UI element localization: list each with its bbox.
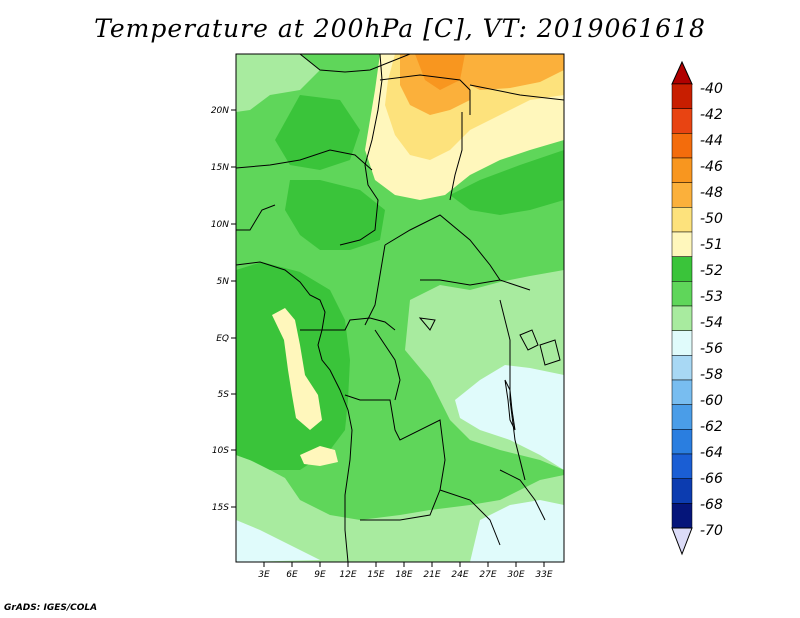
- colorbar-box: [671, 83, 693, 109]
- field-51-southwest: [300, 446, 338, 466]
- colorbar-box: [671, 355, 693, 381]
- lat-label: 10N: [211, 220, 229, 230]
- field-46: [415, 54, 465, 90]
- colorbar-under-arrow: [671, 527, 693, 556]
- lon-label: 18E: [395, 570, 412, 580]
- colorbar-box: [671, 182, 693, 208]
- colorbar-label: -58: [700, 367, 723, 383]
- lon-label: 24E: [451, 570, 468, 580]
- lat-label: 5S: [218, 390, 230, 400]
- colorbar-label: -40: [700, 81, 723, 97]
- colorbar-box: [671, 133, 693, 159]
- colorbar-label: -52: [700, 263, 723, 279]
- lon-label: 3E: [258, 570, 270, 580]
- lat-label: 20N: [211, 106, 229, 116]
- grads-credit: GrADS: IGES/COLA: [4, 603, 98, 613]
- map-frame: [235, 53, 565, 563]
- borders: [236, 54, 564, 562]
- colorbar-label: -62: [700, 419, 723, 435]
- lakes: [418, 317, 561, 431]
- field-52-northeast: [450, 150, 564, 215]
- colorbar-label: -70: [700, 523, 723, 539]
- colorbar-label: -46: [700, 159, 723, 175]
- colorbar-label: -68: [700, 497, 723, 513]
- field-56-southeast: [470, 500, 564, 562]
- field-52-central: [285, 180, 385, 250]
- colorbar-box: [671, 503, 693, 529]
- lat-label: EQ: [216, 334, 229, 344]
- colorbar-box: [671, 256, 693, 282]
- lon-label: 9E: [314, 570, 326, 580]
- lat-label: 5N: [217, 277, 230, 287]
- colorbar-box: [671, 305, 693, 331]
- colorbar-box: [671, 453, 693, 479]
- lon-label: 15E: [367, 570, 384, 580]
- colorbar-over-arrow: [671, 60, 693, 85]
- colorbar-label: -50: [700, 211, 723, 227]
- lon-label: 27E: [479, 570, 496, 580]
- field-56-south: [236, 520, 320, 562]
- colorbar-label: -44: [700, 133, 723, 149]
- colorbar-label: -51: [700, 237, 723, 253]
- lon-axis: 3E 6E 9E 12E 15E 18E 21E 24E 27E 30E 33E: [258, 562, 553, 580]
- lon-label: 12E: [339, 570, 356, 580]
- lat-axis: 20N 15N 10N 5N EQ 5S 10S 15S: [211, 106, 236, 513]
- colorbar-box: [671, 478, 693, 504]
- colorbar-box: [671, 281, 693, 307]
- colorbar: -40 -42 -44 -46 -48 -50 -51 -52 -53 -54 -56 -58 -60 -…: [671, 60, 723, 556]
- field-54-north: [236, 54, 320, 112]
- lat-label: 10S: [212, 446, 229, 456]
- colorbar-box: [671, 379, 693, 405]
- colorbar-label: -66: [700, 471, 723, 487]
- temperature-map: 20N 15N 10N 5N EQ 5S 10S 15S 3E 6E 9E 12…: [211, 53, 565, 580]
- colorbar-box: [671, 157, 693, 183]
- colorbar-box: [671, 231, 693, 257]
- field-48b: [470, 54, 564, 90]
- lat-label: 15S: [212, 503, 229, 513]
- colorbar-label: -56: [700, 341, 723, 357]
- field-51-west: [272, 308, 322, 430]
- colorbar-box: [671, 207, 693, 233]
- colorbar-box: [671, 108, 693, 134]
- colorbar-label: -54: [700, 315, 723, 331]
- colorbar-box: [671, 404, 693, 430]
- colorbar-label: -48: [700, 185, 723, 201]
- lon-label: 6E: [286, 570, 298, 580]
- lon-label: 33E: [535, 570, 552, 580]
- lat-label: 15N: [211, 163, 229, 173]
- colorbar-label: -64: [700, 445, 723, 461]
- colorbar-label: -60: [700, 393, 723, 409]
- colorbar-box: [671, 330, 693, 356]
- colorbar-label: -42: [700, 107, 723, 123]
- lon-label: 21E: [423, 570, 440, 580]
- lon-label: 30E: [507, 570, 524, 580]
- map-title: Temperature at 200hPa [C], VT: 201906161…: [94, 14, 706, 43]
- colorbar-box: [671, 429, 693, 455]
- colorbar-label: -53: [700, 289, 723, 305]
